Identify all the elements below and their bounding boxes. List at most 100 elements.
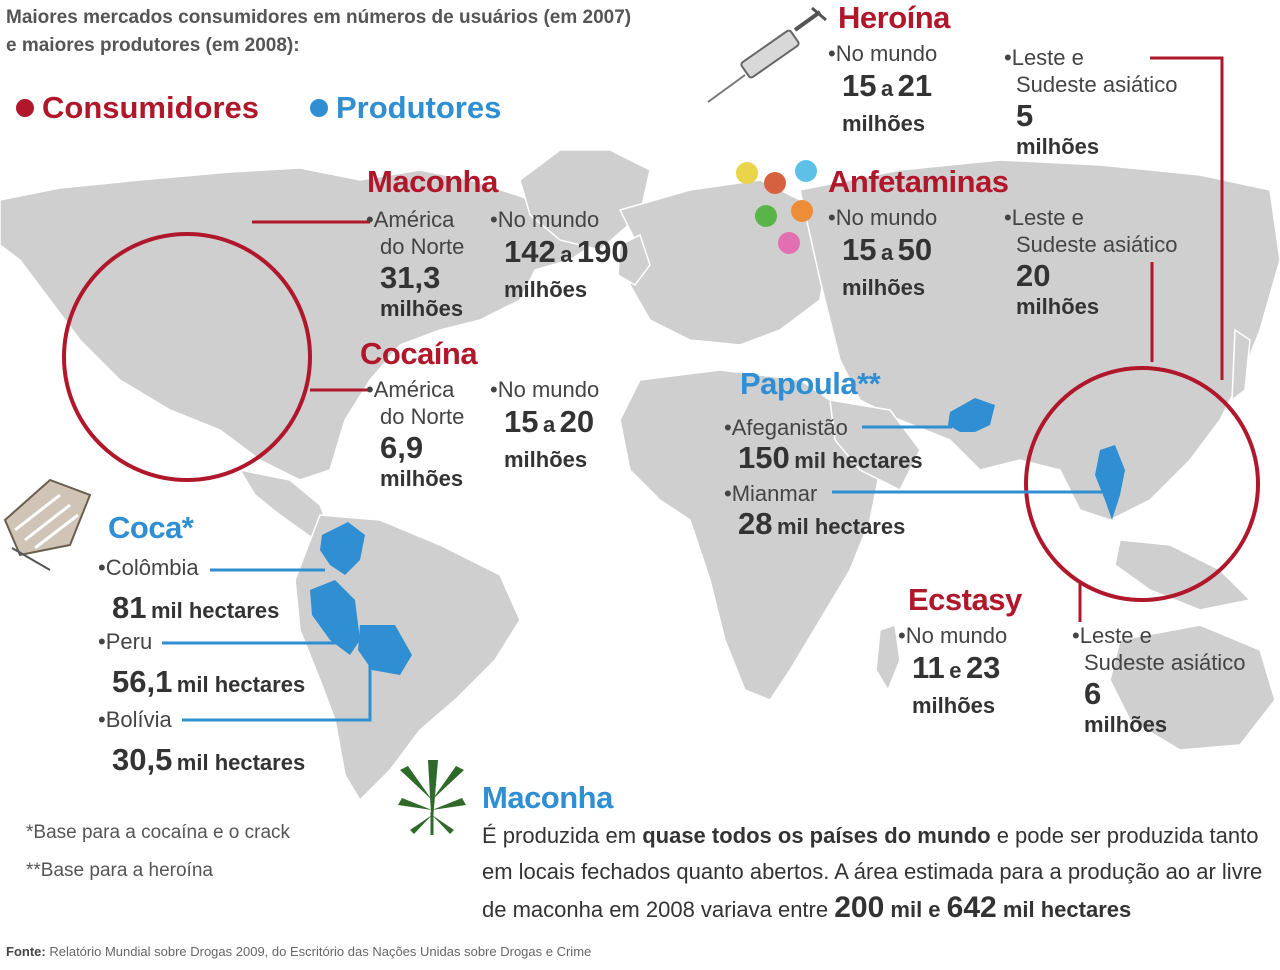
heroina-world: •No mundo 15 a 21 milhões [828,40,937,137]
ecstasy-region-unit: milhões [1084,712,1168,737]
maconha-producao-and: e [922,897,947,922]
legend-consumers-label: Consumidores [42,90,260,125]
connector-bolivia [182,665,372,722]
papoula-mianmar: •Mianmar 28 mil hectares [724,480,905,547]
maconha-world: •No mundo 142 a 190 milhões [490,206,629,303]
coca-colombia-label: •Colômbia [98,555,199,580]
cocaina-world-to: 20 [559,404,595,439]
north-america-landmass [0,167,602,481]
maconha-producao-line-1: É produzida em quase todos os países do … [482,818,1272,854]
anfetaminas-region-label-2: Sudeste asiático [1016,232,1178,257]
coca-colombia-amount: 81 mil hectares [98,581,279,641]
coca-bolivia-value: 30,5 [112,742,173,777]
ecstasy-world-unit: milhões [912,693,996,718]
maconha-producao-p1-bold: quase todos os países do mundo [642,823,991,848]
ecstasy-east-asia: •Leste e Sudeste asiático 6 milhões [1072,622,1245,738]
source-label: Fonte: [6,944,46,959]
cocaine-lines-icon [3,478,92,571]
cocaina-world-unit: milhões [504,447,588,472]
header-line-2: e maiores produtores (em 2008): [6,35,300,56]
japan-landmass [1231,328,1251,402]
maconha-producao-value-2: 642 [946,891,997,924]
anfetaminas-world-to: 50 [897,232,933,267]
coca-peru-unit: mil hectares [176,672,306,697]
heroina-title: Heroína [838,0,950,35]
ecstasy-title: Ecstasy [908,582,1022,617]
anfetaminas-world-range: 15 a 50 [828,231,937,275]
maconha-north-america: •América do Norte 31,3 milhões [366,206,464,322]
maconha-producao-p1-end: e pode ser produzida tanto [990,823,1259,848]
maconha-producao-title: Maconha [482,780,613,815]
header-line-1: Maiores mercados consumidores em números… [6,7,632,28]
anfetaminas-world-sep: a [880,240,894,265]
maconha-world-range: 142 a 190 [490,233,629,277]
heroina-world-from: 15 [842,68,877,103]
coca-bolivia-label: •Bolívia [98,707,172,732]
source-text: Relatório Mundial sobre Drogas 2009, do … [45,944,592,959]
heroina-world-range: 15 a 21 [828,67,937,111]
heroina-world-sep: a [880,76,894,101]
ecstasy-region-label-1: •Leste e [1072,623,1152,648]
anfetaminas-world-label: •No mundo [828,205,938,230]
maconha-world-from: 142 [504,234,556,269]
cocaina-world-label: •No mundo [490,377,600,402]
afghanistan-shape [948,398,995,432]
ecstasy-region-value: 6 [1084,676,1102,711]
footnote-papoula: **Base para a heroína [26,860,213,881]
coca-peru-amount: 56,1 mil hectares [98,655,305,715]
maconha-producao-unit-2: mil hectares [996,897,1132,922]
papoula-afeganistao-unit: mil hectares [794,448,923,473]
papoula-afeganistao-amount: 150 mil hectares [724,441,923,481]
se-asia-islands [1114,539,1252,611]
coca-title: Coca* [108,510,194,545]
cocaina-world-sep: a [542,412,556,437]
papoula-afeganistao: •Afeganistão 150 mil hectares [724,414,923,481]
connector-heroina [1150,56,1224,380]
east-asia-circle [1024,366,1260,602]
anfetaminas-region-label-1: •Leste e [1004,205,1084,230]
cocaina-world-from: 15 [504,404,539,439]
bolivia-shape [358,625,412,675]
cannabis-leaf-icon [398,760,466,835]
pills-icon [736,160,817,254]
anfetaminas-world: •No mundo 15 a 50 milhões [828,204,937,301]
cocaina-north-america: •América do Norte 6,9 milhões [366,376,464,492]
map-header: Maiores mercados consumidores em números… [6,4,766,60]
anfetaminas-title: Anfetaminas [828,164,1009,199]
coca-peru: •Peru 56,1 mil hectares [98,628,305,715]
maconha-region-label-1: •América [366,207,455,232]
maconha-producao-line-3: de maconha em 2008 variava entre 200 mil… [482,890,1272,928]
anfetaminas-world-unit: milhões [842,275,926,300]
heroina-world-unit: milhões [842,111,926,136]
anfetaminas-region-unit: milhões [1016,294,1100,319]
colombia-shape [320,522,365,575]
legend-consumers: Consumidores [16,90,259,126]
producers-dot-icon [310,99,328,117]
maconha-region-value: 31,3 [380,260,441,295]
consumers-dot-icon [16,99,34,117]
cocaina-title: Cocaína [360,336,478,371]
maconha-producao-p1: É produzida em [482,823,643,848]
europe-landmass [618,179,831,346]
ecstasy-world: •No mundo 11 e 23 milhões [898,622,1007,719]
maconha-producao-description: É produzida em quase todos os países do … [482,818,1272,928]
papoula-afeganistao-label: •Afeganistão [724,415,848,440]
maconha-producao-p3: de maconha em 2008 variava entre [482,897,835,922]
anfetaminas-region-value: 20 [1016,258,1051,293]
papoula-title: Papoula** [740,366,881,401]
source-footer: Fonte: Relatório Mundial sobre Drogas 20… [6,944,591,959]
cocaina-world: •No mundo 15 a 20 milhões [490,376,599,473]
papoula-mianmar-unit: mil hectares [776,514,906,539]
maconha-producao-line-2: em locais fechados quanto abertos. A áre… [482,859,1263,884]
heroina-region-unit: milhões [1016,134,1100,159]
maconha-region-unit: milhões [380,296,464,321]
cocaina-region-label-2: do Norte [380,404,465,429]
papoula-mianmar-amount: 28 mil hectares [724,507,905,547]
heroina-east-asia: •Leste e Sudeste asiático 5 milhões [1004,44,1177,160]
coca-bolivia-amount: 30,5 mil hectares [98,733,305,793]
anfetaminas-world-from: 15 [842,232,877,267]
maconha-region-label-2: do Norte [380,234,465,259]
cocaina-region-label-1: •América [366,377,455,402]
madagascar-landmass [875,624,901,692]
maconha-world-unit: milhões [504,277,588,302]
